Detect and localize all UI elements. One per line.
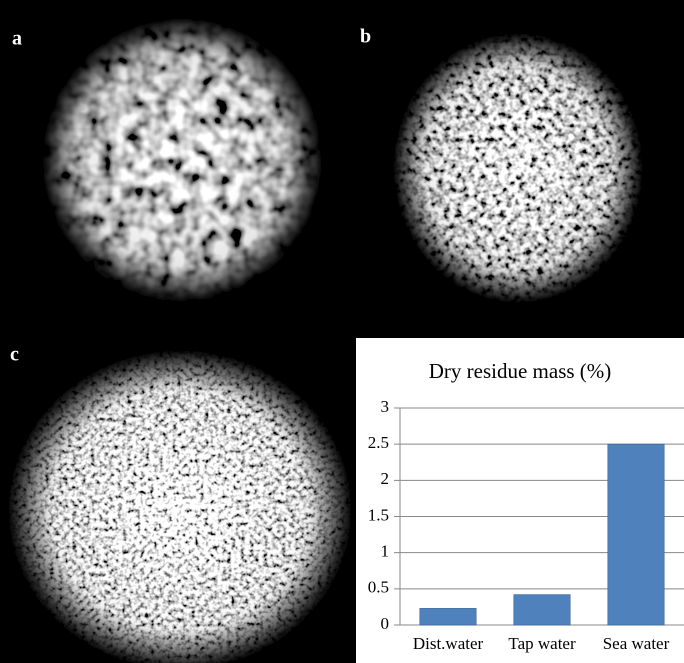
x-tick-label: Tap water bbox=[508, 634, 576, 653]
x-tick-label: Dist.water bbox=[413, 634, 484, 653]
panel-b: b bbox=[360, 26, 643, 303]
y-tick-label: 1.5 bbox=[368, 505, 389, 524]
chart-title: Dry residue mass (%) bbox=[429, 359, 612, 383]
panel-label: c bbox=[10, 344, 19, 366]
y-tick-label: 3 bbox=[381, 397, 390, 416]
bar bbox=[419, 608, 477, 626]
panel-label: b bbox=[360, 26, 371, 48]
y-tick-label: 2.5 bbox=[368, 433, 389, 452]
panel-c: c bbox=[8, 344, 352, 663]
y-tick-label: 1 bbox=[381, 542, 390, 561]
particle-image bbox=[8, 350, 352, 663]
y-tick-label: 2 bbox=[381, 469, 390, 488]
panel-label: a bbox=[12, 28, 22, 50]
y-tick-label: 0.5 bbox=[368, 578, 389, 597]
particle-image bbox=[42, 18, 322, 302]
bar bbox=[513, 594, 571, 626]
x-tick-label: Sea water bbox=[603, 634, 670, 653]
bar bbox=[607, 443, 665, 626]
y-tick-label: 0 bbox=[381, 614, 390, 633]
panel-a: a bbox=[0, 0, 340, 325]
chart-inset: Dry residue mass (%) 0 0.5 1 1.5 2 2.5 3 Dist.w… bbox=[356, 338, 684, 663]
particle-image bbox=[393, 33, 643, 303]
